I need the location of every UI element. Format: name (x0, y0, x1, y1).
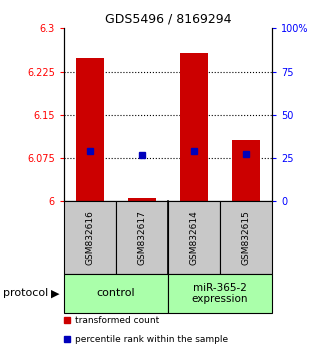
Bar (168, 201, 220, 274)
Bar (232, 139, 260, 201)
Bar (220, 201, 272, 274)
Bar (64, 274, 168, 313)
Text: GSM832616: GSM832616 (85, 210, 94, 265)
Text: control: control (97, 289, 135, 298)
Bar (116, 201, 168, 274)
Bar (180, 52, 208, 201)
Bar (64, 201, 116, 274)
Bar (168, 274, 272, 313)
Text: percentile rank within the sample: percentile rank within the sample (76, 335, 228, 344)
Text: GSM832615: GSM832615 (242, 210, 251, 265)
Bar (128, 198, 156, 201)
Title: GDS5496 / 8169294: GDS5496 / 8169294 (105, 13, 231, 26)
Text: transformed count: transformed count (76, 316, 160, 325)
Text: miR-365-2
expression: miR-365-2 expression (192, 282, 248, 304)
Text: ▶: ▶ (51, 289, 60, 298)
Text: GSM832617: GSM832617 (138, 210, 147, 265)
Text: GSM832614: GSM832614 (189, 210, 198, 265)
Bar (76, 58, 104, 201)
Text: protocol: protocol (3, 289, 48, 298)
